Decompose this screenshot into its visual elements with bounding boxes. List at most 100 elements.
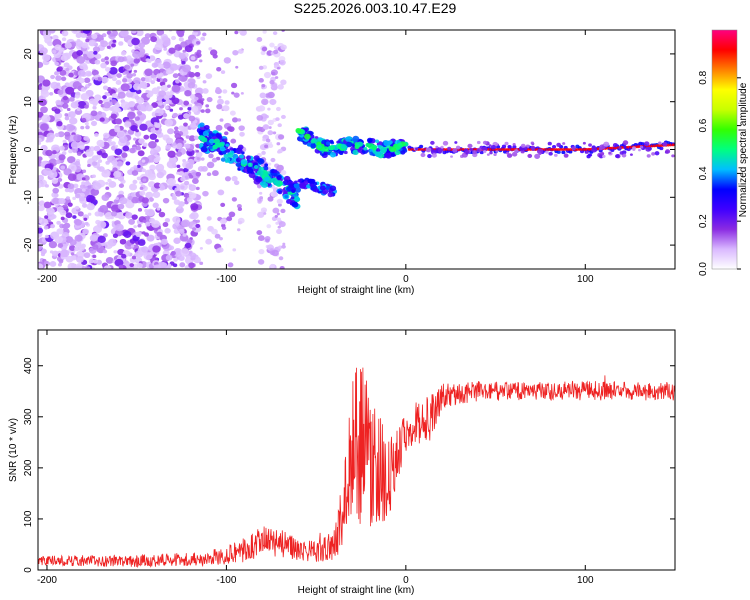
spectrogram-cell (62, 95, 69, 101)
spectrogram-cell (80, 93, 89, 101)
spectrogram-cell (174, 126, 179, 131)
spectrogram-cell (438, 147, 442, 150)
spectrogram-cell (40, 106, 48, 114)
spectrogram-cell (184, 143, 191, 149)
spectrogram-cell (54, 236, 64, 244)
spectrogram-cell (145, 104, 154, 112)
spectrogram-cell (83, 86, 88, 90)
spectrogram-y-ticks: -20 -10 0 10 20 (23, 48, 675, 252)
spectrogram-cell (199, 247, 203, 250)
spectrogram-cell (450, 155, 453, 158)
spectrogram-cell (277, 176, 281, 181)
spectrogram-cell (114, 118, 122, 125)
spectrogram-cell (430, 140, 435, 145)
spectrogram-cell (99, 205, 109, 213)
spectrogram-cell (237, 207, 243, 211)
spectrogram-cell (174, 133, 182, 139)
spectrogram-cell (233, 92, 240, 98)
snr-y-tick-label: 200 (23, 459, 34, 476)
spectrogram-cell (60, 165, 66, 170)
spectrogram-cell (430, 149, 438, 155)
spectrogram-cell (135, 231, 142, 237)
spectrogram-cell (304, 133, 311, 140)
spectrogram-cell (646, 154, 651, 158)
spectrogram-cell (165, 144, 172, 150)
spectrogram-cell (256, 169, 264, 176)
spectrogram-cell (195, 186, 200, 191)
spectrogram-cell (143, 252, 153, 261)
spectrogram-cell (172, 112, 179, 118)
spectrogram-cell (173, 237, 181, 244)
spectrogram-cell (49, 250, 54, 254)
spectrogram-cell (72, 196, 76, 200)
spectrogram-cell (94, 133, 99, 137)
spectrogram-cell (81, 188, 86, 192)
spectrogram-cell (167, 84, 171, 88)
spectrogram-cell (92, 254, 97, 259)
spectrogram-cell (85, 125, 90, 130)
spectrogram-cell (239, 131, 245, 137)
spectrogram-cell (72, 30, 78, 33)
spectrogram-cell (79, 212, 84, 216)
spectrogram-cell (77, 69, 86, 77)
spectrogram-cell (265, 138, 271, 143)
spectrogram-cell (51, 214, 57, 219)
spectrogram-cell (267, 162, 272, 166)
spectrogram-cell (273, 179, 281, 186)
spectrogram-cell (224, 131, 229, 136)
spectrogram-cell (42, 79, 51, 87)
spectrogram-cell (81, 265, 86, 269)
spectrogram-cell (88, 39, 97, 47)
spectrogram-cell (76, 151, 82, 156)
spectrogram-cell (38, 182, 42, 189)
spectrogram-cell (172, 216, 181, 224)
spectrogram-cell (192, 30, 199, 33)
spectrogram-cell (104, 181, 109, 185)
spectrogram-cell (420, 152, 426, 158)
spectrogram-cell (511, 151, 518, 157)
spectrogram-cell (176, 142, 183, 148)
spectrogram-cell (139, 186, 144, 191)
spectrogram-cell (550, 148, 554, 151)
spectrogram-cell (277, 134, 285, 140)
spectrogram-cell (110, 141, 116, 146)
spectrogram-cell (82, 53, 87, 58)
spectrogram-cell (215, 142, 222, 148)
spectrogram-cell (73, 134, 82, 142)
spectrogram-cell (299, 137, 304, 142)
spectrogram-cell (134, 116, 140, 121)
spectrogram-cell (39, 218, 49, 226)
spectrogram-cell (237, 48, 244, 54)
spectrogram-cell (425, 147, 432, 153)
spectrogram-cell (263, 71, 272, 79)
spectrogram-cell (442, 140, 449, 146)
spectrogram-cell (551, 144, 557, 149)
spectrogram-cell (94, 59, 101, 65)
spectrogram-cell (69, 96, 75, 102)
spectrogram-cell (208, 138, 215, 144)
spectrogram-cell (220, 157, 226, 162)
spectrogram-cell (154, 139, 159, 143)
spectrogram-cell (131, 196, 139, 204)
spectrogram-cell (162, 61, 171, 69)
spectrogram-cell (83, 77, 91, 84)
spectrogram-cell (163, 47, 168, 51)
snr-x-tick-label: 0 (403, 575, 409, 586)
spectrogram-cell (81, 181, 86, 186)
spectrogram-cell (100, 58, 106, 63)
spectrogram-cell (636, 145, 640, 149)
spectrogram-cell (501, 144, 507, 149)
spectrogram-cell (190, 122, 197, 128)
spectrogram-cell (166, 178, 176, 186)
spectrogram-cell (195, 171, 202, 177)
spectrogram-cell (557, 148, 561, 151)
spectrogram-cell (76, 107, 81, 111)
spectrogram-cell (84, 104, 89, 109)
spectrogram-cell (68, 117, 78, 125)
spectrogram-cell (127, 195, 133, 201)
spectrogram-cell (173, 257, 178, 262)
spectrogram-cell (531, 147, 535, 151)
spectrogram-cell (273, 45, 278, 50)
spectrogram-cell (162, 78, 168, 83)
spectrogram-cell (277, 190, 283, 195)
